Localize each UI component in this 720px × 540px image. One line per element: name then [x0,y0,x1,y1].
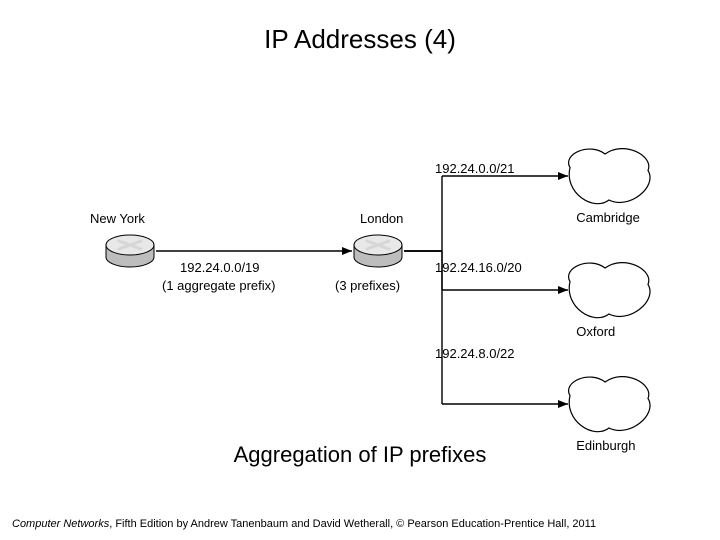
router-newyork: New York [90,211,154,267]
router-label-london: London [360,211,403,226]
router-london: London [354,211,403,267]
cloud-cambridge: Cambridge [569,149,650,225]
diagram-canvas: New York London Cambridge Oxford Edinburgh 19… [0,0,720,540]
router-label-newyork: New York [90,211,145,226]
link-newyork-london: 192.24.0.0/19 (1 aggregate prefix) [156,247,352,293]
link-line [442,400,568,408]
cloud-label-edinburgh: Edinburgh [576,438,635,453]
cloud-oxford: Oxford [569,263,650,339]
cloud-label-oxford: Oxford [576,324,615,339]
link-london-oxford: 192.24.16.0/20 [404,251,568,294]
link-ip: 192.24.0.0/19 [180,260,260,275]
cloud-edinburgh: Edinburgh [569,377,650,453]
london-note: (3 prefixes) [335,278,400,293]
link-ip: 192.24.0.0/21 [435,161,515,176]
link-note: (1 aggregate prefix) [162,278,275,293]
link-ip: 192.24.8.0/22 [435,346,515,361]
link-line [156,247,352,255]
link-ip: 192.24.16.0/20 [435,260,522,275]
link-line [442,286,568,294]
cloud-label-cambridge: Cambridge [576,210,640,225]
link-london-cambridge: 192.24.0.0/21 [404,161,568,251]
